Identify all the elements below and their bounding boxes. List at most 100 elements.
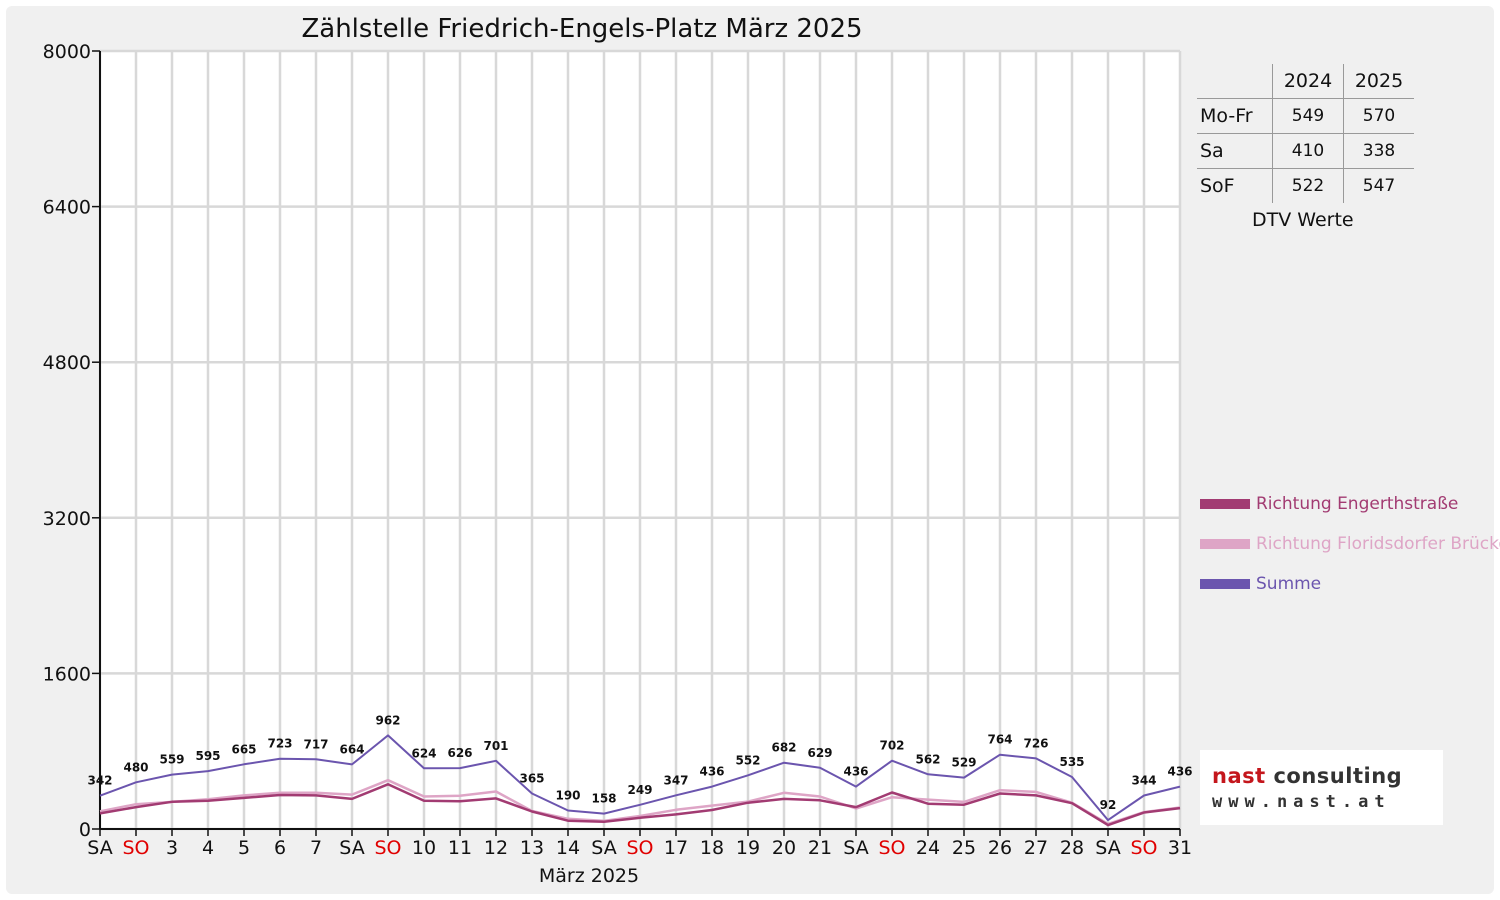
dtv-value-2024: 410 xyxy=(1272,133,1344,169)
x-tick-label: 6 xyxy=(274,837,286,859)
y-tick-label: 0 xyxy=(79,819,91,841)
series-line-0 xyxy=(99,783,1181,827)
dtv-header-empty xyxy=(1197,64,1273,99)
data-label: 717 xyxy=(303,737,328,751)
dtv-row-label: SoF xyxy=(1197,168,1273,203)
dtv-value-2025: 338 xyxy=(1343,133,1414,169)
x-axis-ticks: SA SO 3 4 5 6 7 SA SO 10 11 12 13 14 SA SO 17 18 19 20 21 SA S… xyxy=(87,837,1192,859)
x-tick-label: 25 xyxy=(952,837,976,859)
y-tick-label: 8000 xyxy=(43,41,91,63)
data-label: 962 xyxy=(375,713,400,727)
x-tick-label: 31 xyxy=(1168,837,1192,859)
x-tick-label-sunday: SO xyxy=(878,837,905,859)
x-tick-label: 27 xyxy=(1024,837,1048,859)
data-label: 529 xyxy=(951,756,976,770)
legend-label: Richtung Engerthstraße xyxy=(1256,494,1459,514)
data-label: 249 xyxy=(627,783,652,797)
data-label: 436 xyxy=(699,765,724,779)
data-label: 723 xyxy=(267,737,292,751)
legend-swatch xyxy=(1200,499,1250,509)
y-tick-label: 6400 xyxy=(43,197,91,219)
legend-item-summe: Summe xyxy=(1200,574,1321,596)
dtv-row-label: Mo-Fr xyxy=(1197,98,1273,134)
logo-name-part1: nast xyxy=(1212,764,1266,788)
data-label: 365 xyxy=(519,772,544,786)
data-label: 701 xyxy=(483,739,508,753)
x-tick-label: 11 xyxy=(448,837,472,859)
data-label: 436 xyxy=(1167,765,1192,779)
data-label: 626 xyxy=(447,746,472,760)
data-label: 158 xyxy=(591,792,616,806)
data-label: 682 xyxy=(771,741,796,755)
logo-name-part2: consulting xyxy=(1273,764,1403,788)
x-tick-label: 4 xyxy=(202,837,214,859)
x-tick-label: SA xyxy=(87,837,112,859)
data-label: 92 xyxy=(1100,798,1117,812)
data-label: 595 xyxy=(195,749,220,763)
x-tick-label: 20 xyxy=(772,837,796,859)
x-tick-label: SA xyxy=(843,837,868,859)
data-label: 535 xyxy=(1059,755,1084,769)
legend-swatch xyxy=(1200,539,1250,549)
y-tick-label: 4800 xyxy=(43,352,91,374)
dtv-caption: DTV Werte xyxy=(1252,209,1354,231)
data-label: 624 xyxy=(411,746,436,760)
y-tick-label: 3200 xyxy=(43,508,91,530)
data-label: 562 xyxy=(915,752,940,766)
series-line-1 xyxy=(99,778,1181,826)
data-label: 764 xyxy=(987,733,1012,747)
x-tick-label: 19 xyxy=(736,837,760,859)
x-tick-label-sunday: SO xyxy=(1130,837,1157,859)
x-tick-label: 13 xyxy=(520,837,544,859)
dtv-value-2025: 547 xyxy=(1343,168,1414,203)
series-lines xyxy=(99,734,1181,827)
data-label: 559 xyxy=(159,753,184,767)
x-tick-label-sunday: SO xyxy=(374,837,401,859)
x-tick-label: 3 xyxy=(166,837,178,859)
x-tick-label-sunday: SO xyxy=(122,837,149,859)
legend-label: Summe xyxy=(1256,574,1322,594)
x-axis-label: März 2025 xyxy=(539,865,639,887)
legend-item-engerthstrasse: Richtung Engerthstraße xyxy=(1200,494,1458,516)
x-tick-label: 10 xyxy=(412,837,436,859)
legend-label: Richtung Floridsdorfer Brücke xyxy=(1256,534,1500,554)
data-label: 664 xyxy=(339,742,364,756)
data-label: 665 xyxy=(231,742,256,756)
x-tick-label: 14 xyxy=(556,837,580,859)
x-tick-label: 12 xyxy=(484,837,508,859)
dtv-row-sa: Sa 410 338 xyxy=(1197,133,1414,169)
x-tick-label: 24 xyxy=(916,837,940,859)
x-tick-label: 17 xyxy=(664,837,688,859)
dtv-row-label: Sa xyxy=(1197,133,1273,169)
x-tick-label: SA xyxy=(339,837,364,859)
x-tick-label: SA xyxy=(1095,837,1120,859)
axes xyxy=(92,50,1181,836)
data-label: 480 xyxy=(123,760,148,774)
data-label: 342 xyxy=(87,774,112,788)
x-tick-label: 5 xyxy=(238,837,250,859)
logo-url: www.nast.at xyxy=(1212,792,1391,812)
x-tick-label: 28 xyxy=(1060,837,1084,859)
dtv-header-row: 2024 2025 xyxy=(1197,64,1414,99)
data-label: 436 xyxy=(843,765,868,779)
legend-swatch xyxy=(1200,579,1250,589)
data-label: 552 xyxy=(735,753,760,767)
series-line-2 xyxy=(99,734,1181,822)
dtv-row-mofr: Mo-Fr 549 570 xyxy=(1197,98,1414,134)
dtv-row-sof: SoF 522 547 xyxy=(1197,168,1414,203)
dtv-header-2025: 2025 xyxy=(1343,64,1414,99)
data-labels: 342 480 559 595 665 723 717 664 962 624 626 701 365 1… xyxy=(87,713,1192,812)
dtv-value-2024: 522 xyxy=(1272,168,1344,203)
y-tick-label: 1600 xyxy=(43,663,91,685)
legend-item-floridsdorfer-bruecke: Richtung Floridsdorfer Brücke xyxy=(1200,534,1500,556)
logo-name: nast consulting xyxy=(1212,764,1402,788)
data-label: 702 xyxy=(879,739,904,753)
x-tick-label: 18 xyxy=(700,837,724,859)
x-tick-label: 7 xyxy=(310,837,322,859)
data-label: 344 xyxy=(1131,774,1156,788)
dtv-value-2024: 549 xyxy=(1272,98,1344,134)
data-label: 190 xyxy=(555,789,580,803)
grid xyxy=(98,49,1182,831)
chart-title: Zählstelle Friedrich-Engels-Platz März 2… xyxy=(301,14,862,44)
